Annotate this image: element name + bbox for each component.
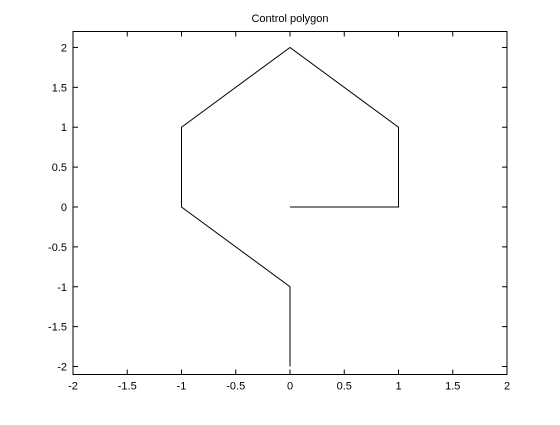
y-tick-label: 0 — [61, 202, 67, 214]
y-tick-label: -1.5 — [48, 322, 67, 334]
y-tick-label: 0.5 — [52, 162, 67, 174]
x-tick-label: 1 — [395, 381, 401, 393]
y-tick-label: 1 — [61, 122, 67, 134]
x-tick-label: -1.5 — [118, 381, 137, 393]
y-tick-label: -2 — [57, 362, 67, 374]
series-layer — [181, 46, 399, 367]
series-line — [181, 46, 399, 367]
y-tick-label: 1.5 — [52, 82, 67, 94]
x-tick-label: -2 — [68, 381, 78, 393]
x-tick-label: 1.5 — [445, 381, 460, 393]
x-tick-label: 0 — [287, 381, 293, 393]
y-tick-label: -0.5 — [48, 242, 67, 254]
chart-title: Control polygon — [251, 13, 328, 25]
labels-layer: -2 -1.5 -1 -0.5 0 0.5 1 1.5 2 -2 -1.5 -1 -0.5 0 0.5 1 1.… — [48, 42, 510, 392]
x-tick-label: 2 — [504, 381, 510, 393]
x-tick-label: -1 — [177, 381, 187, 393]
y-tick-label: -1 — [57, 282, 67, 294]
x-tick-label: 0.5 — [337, 381, 352, 393]
y-tick-label: 2 — [61, 42, 67, 54]
x-tick-label: -0.5 — [226, 381, 245, 393]
plot-area-frame — [72, 31, 508, 375]
